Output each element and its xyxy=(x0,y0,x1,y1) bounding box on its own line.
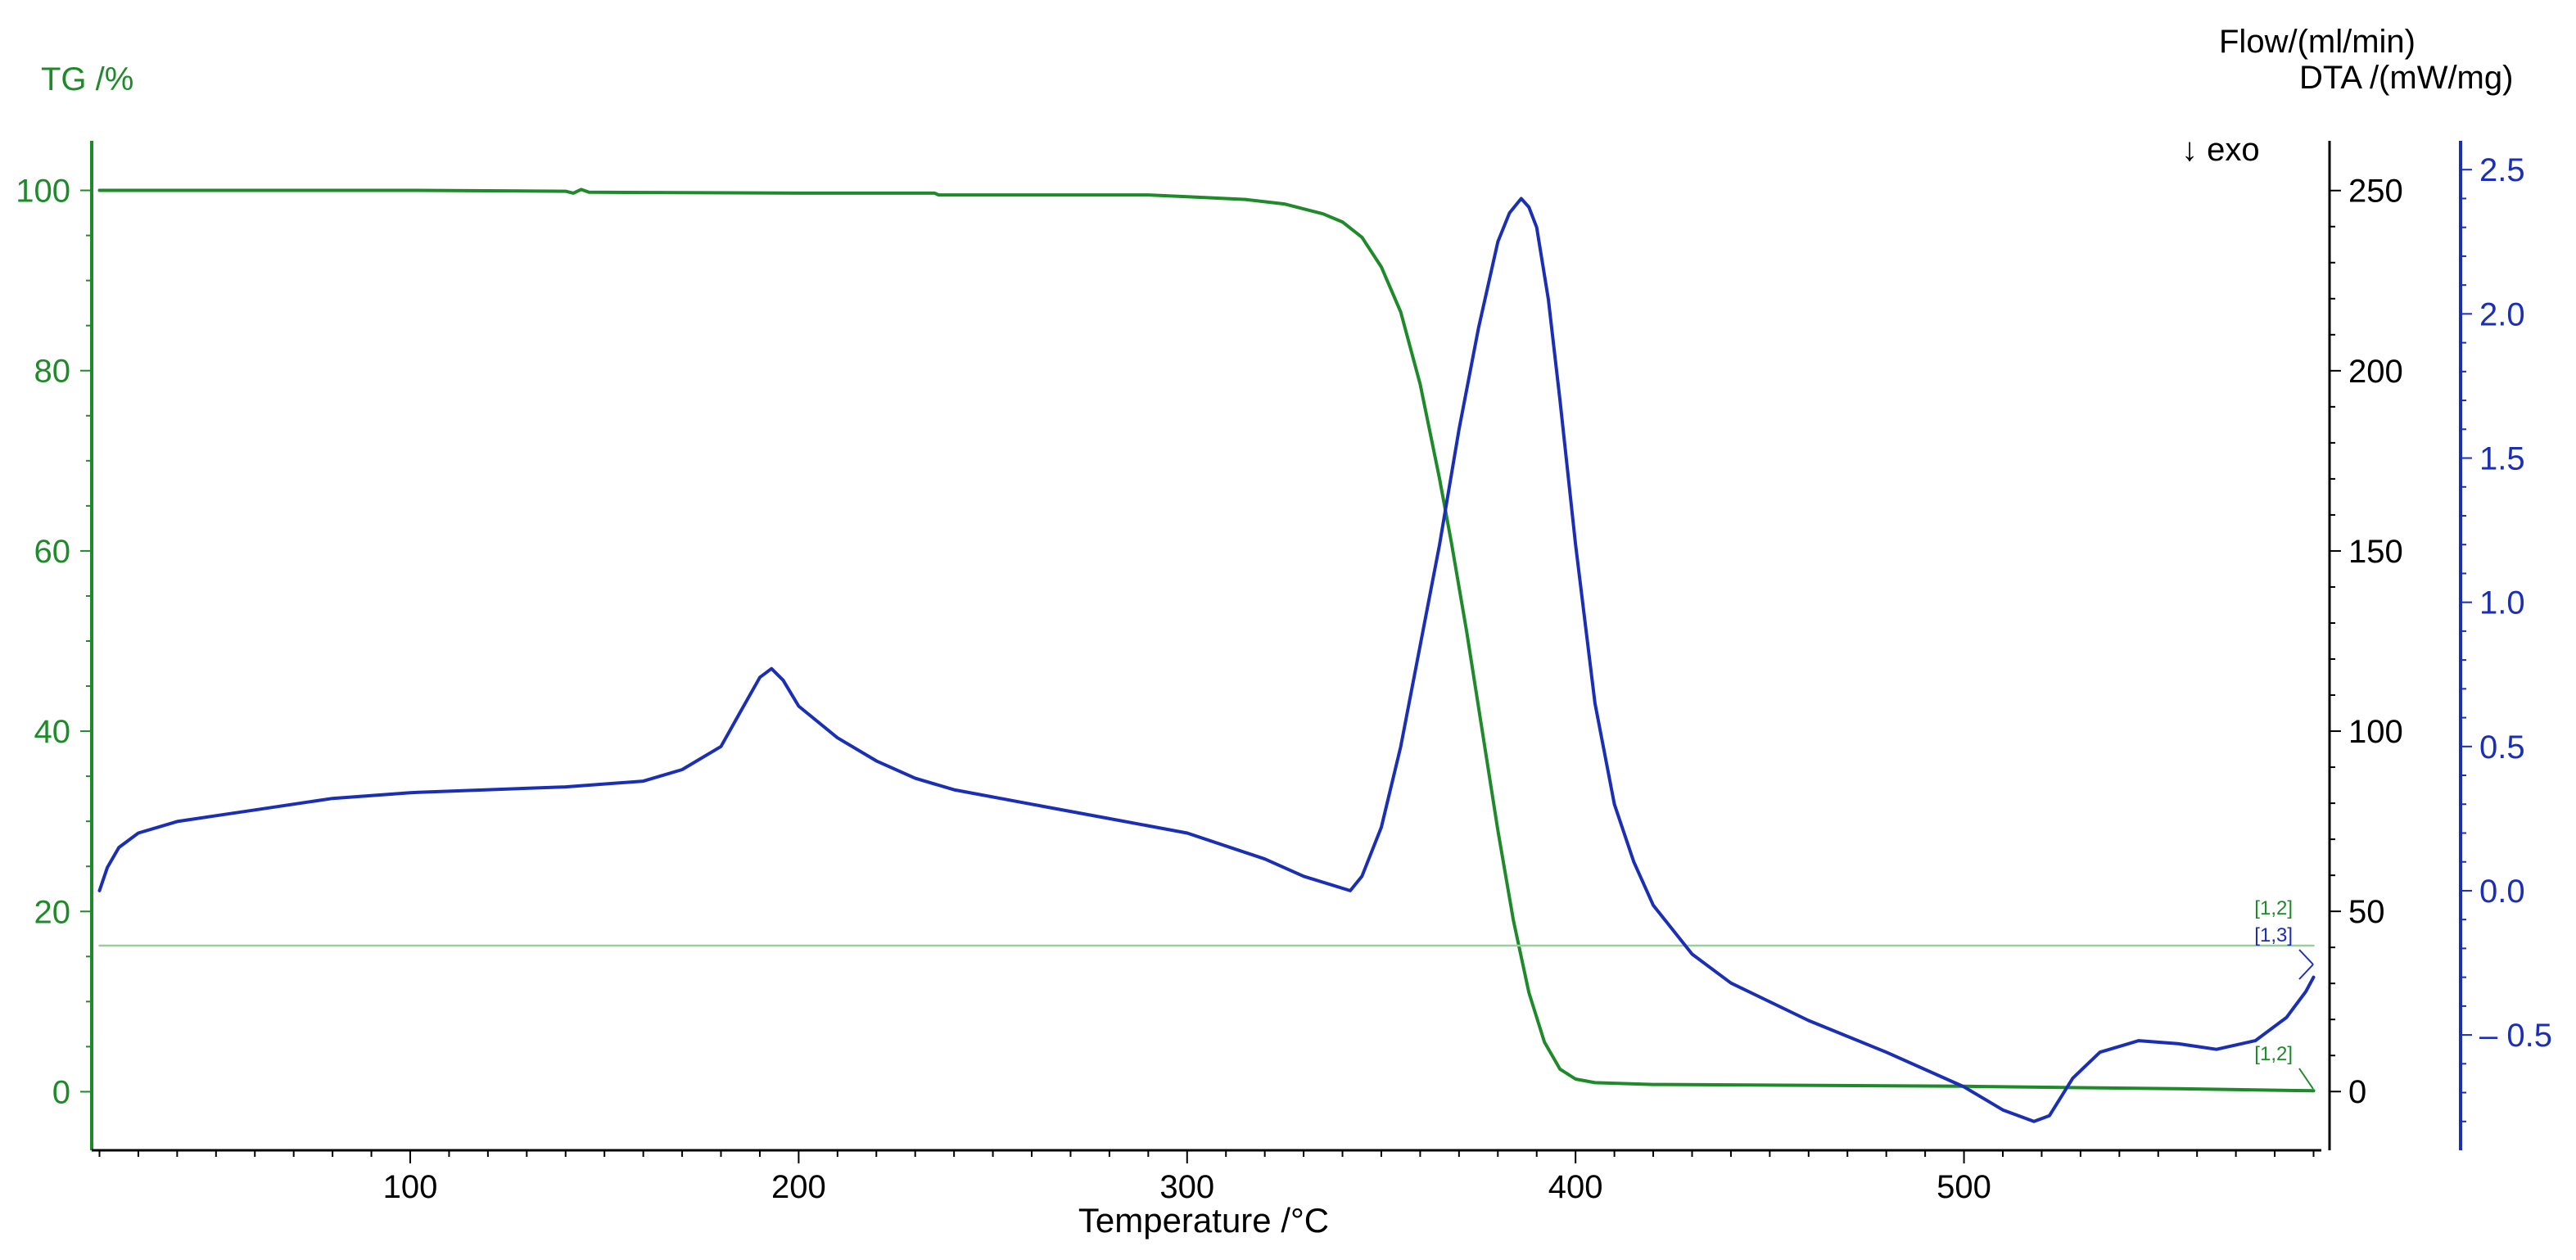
dta-tick-label: 2.0 xyxy=(2479,296,2525,332)
tg-tick-label: 100 xyxy=(16,174,70,210)
x-tick-label: 300 xyxy=(1159,1169,1214,1205)
series-layer xyxy=(97,187,2316,1123)
tg-tick-label: 20 xyxy=(34,894,71,930)
exo-annotation: ↓ exo xyxy=(2181,132,2260,168)
flow-tick-label: 0 xyxy=(2348,1074,2366,1110)
dta-end-marker-line-upper xyxy=(2298,949,2314,965)
tg-tick-label: 40 xyxy=(34,714,71,750)
tg-end-marker-line-upper xyxy=(2298,1068,2314,1090)
dta-tick-label: 2.5 xyxy=(2479,152,2525,188)
flow-tick-label: 250 xyxy=(2348,174,2403,210)
tg-tick-label: 80 xyxy=(34,354,71,390)
tg-tick-label: 0 xyxy=(52,1074,70,1110)
x-tick-label: 400 xyxy=(1548,1169,1603,1205)
tg-end-marker-upper: [1,2] xyxy=(2254,897,2293,919)
x-tick-label: 200 xyxy=(771,1169,826,1205)
dta-tick-label: 1.5 xyxy=(2479,441,2525,477)
flow-tick-label: 50 xyxy=(2348,894,2385,930)
axis-ticks: 100 200 300 400 500 0 20 40 60 80 100 0 50 100 150 200 2… xyxy=(16,152,2552,1205)
dta-end-marker: [1,3] xyxy=(2254,924,2293,946)
x-tick-label: 500 xyxy=(1937,1169,1991,1205)
dta-axis-title: DTA /(mW/mg) xyxy=(2299,60,2513,96)
tg-axis-title: TG /% xyxy=(41,61,133,97)
x-tick-label: 100 xyxy=(383,1169,438,1205)
flow-tick-label: 150 xyxy=(2348,534,2403,570)
x-axis-title: Temperature /°C xyxy=(1078,1201,1329,1240)
dta-tick-label: – 0.5 xyxy=(2479,1018,2552,1054)
tg-curve xyxy=(97,187,2316,1093)
dta-tick-label: 0.0 xyxy=(2479,874,2525,910)
end-markers: [1,2] [1,3] [1,2] xyxy=(2254,897,2314,1090)
flow-axis-title: Flow/(ml/min) xyxy=(2219,24,2416,60)
tg-end-marker-lower: [1,2] xyxy=(2254,1043,2293,1065)
flow-tick-label: 200 xyxy=(2348,354,2403,390)
dta-end-marker-line-lower xyxy=(2298,964,2314,980)
dta-curve xyxy=(97,196,2316,1123)
tg-tick-label: 60 xyxy=(34,534,71,570)
flow-tick-label: 100 xyxy=(2348,714,2403,750)
dta-tick-label: 1.0 xyxy=(2479,585,2525,621)
dta-tick-label: 0.5 xyxy=(2479,729,2525,765)
